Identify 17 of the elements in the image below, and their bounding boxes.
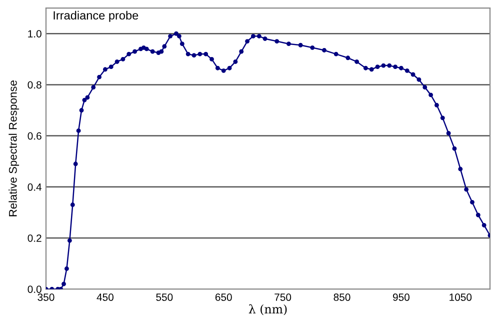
x-tick-label: 1050 [450, 294, 472, 301]
y-tick-label: 0.2 [28, 234, 42, 242]
chart-title: Irradiance probe [54, 10, 138, 22]
x-axis-title: λ (nm) [248, 304, 287, 316]
y-axis-title: Relative Spectral Response [8, 80, 20, 216]
x-tick-label: 450 [96, 294, 114, 301]
x-tick-label: 650 [215, 294, 232, 301]
x-tick-label: 350 [38, 294, 54, 301]
y-tick-label: 0.8 [28, 81, 42, 89]
x-tick-label: 850 [334, 294, 350, 301]
x-tick-label: 950 [393, 294, 410, 301]
x-tick-label: 550 [156, 294, 173, 301]
y-tick-label: 0.0 [28, 286, 42, 293]
y-tick-label: 0.6 [28, 132, 42, 140]
y-tick-label: 1.0 [28, 30, 42, 38]
x-tick-label: 750 [274, 294, 292, 301]
y-tick-label: 0.4 [28, 183, 42, 191]
